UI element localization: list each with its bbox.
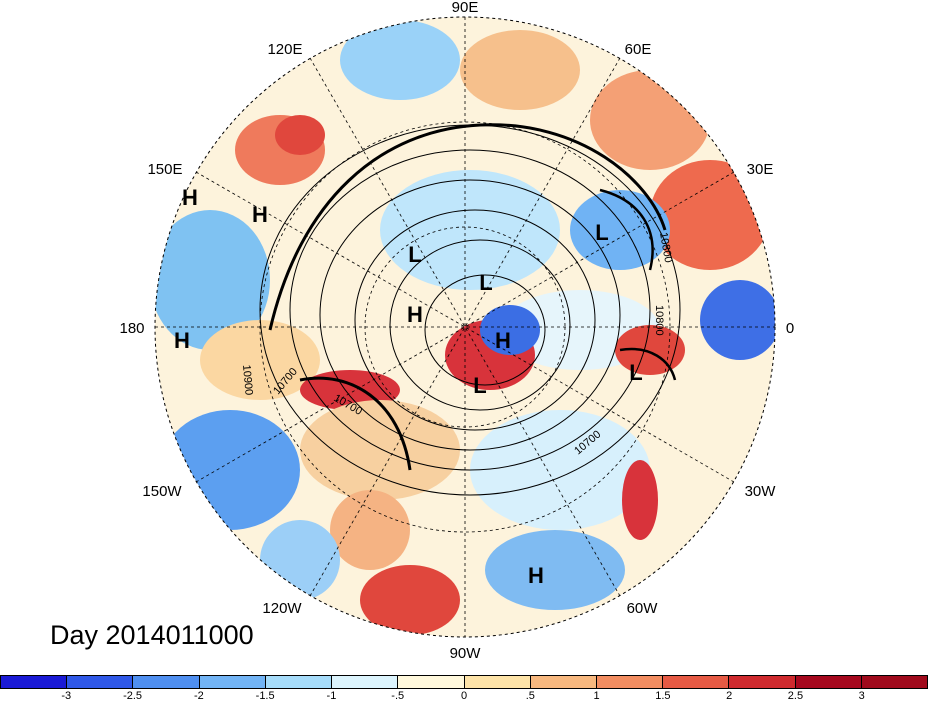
high-label: H	[407, 302, 423, 327]
low-label: L	[408, 242, 421, 267]
high-label: H	[495, 328, 511, 353]
colorbar	[0, 675, 928, 689]
colorbar-tick-label: -1.5	[255, 690, 275, 702]
lon-60w: 60W	[627, 600, 659, 617]
colorbar-cell	[663, 676, 730, 688]
low-label: L	[629, 360, 642, 385]
colorbar-tick-label: 1.5	[655, 690, 671, 702]
colorbar-cell	[729, 676, 796, 688]
contour-label: 10900	[240, 364, 255, 396]
colorbar-tick-label: 3	[858, 690, 865, 702]
colorbar-cell	[265, 676, 333, 688]
colorbar-cell	[530, 676, 597, 688]
lon-90e: 90E	[452, 0, 479, 16]
colorbar-cell	[199, 676, 266, 688]
map-boundary	[154, 16, 776, 638]
lon-0: 0	[786, 320, 794, 337]
high-label: H	[182, 185, 198, 210]
colorbar-cell	[67, 676, 134, 688]
colorbar-cell	[596, 676, 664, 688]
lon-180: 180	[119, 320, 144, 337]
contour-label: 10800	[657, 231, 674, 263]
colorbar-tick-label: -2.5	[123, 690, 143, 702]
colorbar-tick-label: -.5	[391, 690, 405, 702]
colorbar-cell	[1, 676, 68, 688]
high-label: H	[252, 202, 268, 227]
colorbar-tick-label: .5	[525, 690, 535, 702]
day-title: Day 2014011000	[50, 620, 254, 650]
contour-label: 10800	[653, 305, 665, 336]
high-label: H	[528, 563, 544, 588]
colorbar-cell	[332, 676, 399, 688]
low-label: L	[473, 373, 486, 398]
lon-150e: 150E	[147, 161, 182, 178]
lon-120e: 120E	[267, 41, 302, 58]
longitude-labels: 90E 60E 30E 0 30W 60W 90W 120W 150W 180 …	[119, 0, 794, 662]
colorbar-tick-label: 2	[726, 690, 733, 702]
colorbar-tick-label: 2.5	[787, 690, 804, 702]
colorbar-cell	[133, 676, 200, 688]
height-contours	[259, 123, 681, 496]
colorbar-tick-label: -1	[326, 690, 337, 702]
lon-120w: 120W	[262, 600, 302, 617]
lon-30e: 30E	[747, 161, 774, 178]
colorbar-cell	[795, 676, 862, 688]
lon-30w: 30W	[745, 483, 777, 500]
lon-90w: 90W	[450, 645, 482, 662]
colorbar-tick-label: -2	[193, 690, 204, 702]
colorbar-tick-label: 1	[593, 690, 600, 702]
colorbar-tick-label: -3	[61, 690, 72, 702]
colorbar-cell	[861, 676, 928, 688]
lon-150w: 150W	[142, 483, 182, 500]
lat-lon-grid	[155, 17, 775, 637]
low-label: L	[479, 270, 492, 295]
colorbar-tick-label: 0	[460, 690, 468, 702]
lon-60e: 60E	[625, 41, 652, 58]
high-label: H	[174, 328, 190, 353]
low-label: L	[595, 220, 608, 245]
colorbar-cell	[464, 676, 531, 688]
colorbar-cell	[398, 676, 465, 688]
pressure-labels: H H H L L L H H L L H	[174, 185, 643, 588]
